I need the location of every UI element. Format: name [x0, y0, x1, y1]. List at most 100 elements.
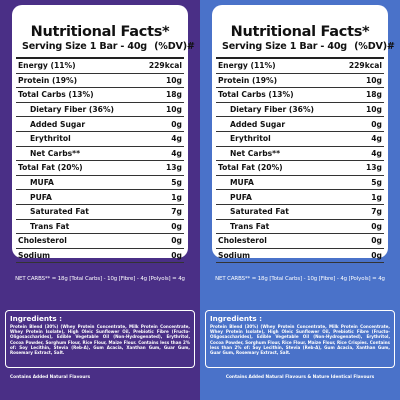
net-carbs-formula: NET CARBS** = 18g [Total Carbs] - 10g [F…	[15, 276, 185, 282]
nutrient-label: PUFA	[30, 192, 52, 202]
nutrient-label: Trans Fat	[30, 221, 70, 231]
nutrient-value: 0g	[171, 221, 182, 231]
nutrition-row: Energy (11%) 229kcal	[216, 59, 384, 74]
ingredients-box: Ingredients : Protein Blend (30%) (Whey …	[5, 310, 195, 368]
nutrient-value: 7g	[171, 207, 182, 217]
right-panel: Nutritional Facts* Serving Size 1 Bar - …	[200, 0, 400, 400]
nutrition-row: MUFA 5g	[216, 176, 384, 191]
nutrient-label: Erythritol	[30, 134, 71, 144]
left-panel: Nutritional Facts* Serving Size 1 Bar - …	[0, 0, 200, 400]
nutrient-label: Dietary Fiber (36%)	[30, 105, 115, 115]
nutrient-label: Sodium	[218, 251, 251, 261]
facts-title: Nutritional Facts*	[30, 24, 170, 40]
nutrient-value: 4g	[371, 134, 382, 144]
nutrient-label: Erythritol	[230, 134, 271, 144]
ingredients-title: Ingredients :	[210, 314, 263, 323]
nutrient-value: 7g	[371, 207, 382, 217]
nutrition-row: PUFA 1g	[216, 190, 384, 205]
ingredients-text: Protein Blend (30%) (Whey Protein Concen…	[210, 324, 390, 356]
nutrient-value: 1g	[171, 192, 182, 202]
serving-size-text: Serving Size 1 Bar - 40g	[22, 41, 147, 52]
contains-note: Contains Added Natural Flavours & Nature…	[225, 375, 375, 380]
nutrition-row: Total Carbs (13%) 18g	[216, 88, 384, 103]
nutrient-value: 0g	[371, 119, 382, 129]
nutrition-row: Cholesterol 0g	[216, 234, 384, 249]
nutrient-label: Cholesterol	[18, 236, 67, 246]
nutrition-row: Sodium 0g	[16, 249, 184, 264]
nutrient-value: 0g	[371, 251, 382, 261]
dv-header: (%DV)#	[354, 41, 395, 52]
nutrient-value: 10g	[365, 75, 382, 85]
nutrition-row: Trans Fat 0g	[216, 220, 384, 235]
nutrient-label: Sodium	[18, 251, 51, 261]
nutrient-label: Net Carbs**	[30, 148, 81, 158]
nutrition-facts-card: Nutritional Facts* Serving Size 1 Bar - …	[212, 5, 395, 264]
nutrient-value: 5g	[171, 178, 182, 188]
nutrient-value: 229kcal	[348, 61, 382, 71]
nutrition-row: PUFA 1g	[16, 190, 184, 205]
nutrition-row: Energy (11%) 229kcal	[16, 59, 184, 74]
nutrition-row: Total Fat (20%) 13g	[16, 161, 184, 176]
nutrient-label: Energy (11%)	[218, 61, 276, 71]
nutrient-label: MUFA	[230, 178, 254, 188]
nutrient-label: Trans Fat	[230, 221, 270, 231]
nutrition-row: Net Carbs** 4g	[216, 147, 384, 162]
nutrient-value: 10g	[165, 105, 182, 115]
ingredients-box: Ingredients : Protein Blend (30%) (Whey …	[205, 310, 395, 368]
nutrient-label: Total Carbs (13%)	[18, 90, 94, 100]
nutrient-label: Cholesterol	[218, 236, 267, 246]
nutrient-label: Total Fat (20%)	[18, 163, 83, 173]
nutrition-row: Erythritol 4g	[16, 132, 184, 147]
nutrition-row: Erythritol 4g	[216, 132, 384, 147]
nutrient-label: PUFA	[230, 192, 252, 202]
nutrient-value: 4g	[371, 148, 382, 158]
nutrition-row: Trans Fat 0g	[16, 220, 184, 235]
dv-header: (%DV)#	[154, 41, 195, 52]
nutrient-label: Saturated Fat	[230, 207, 289, 217]
nutrient-value: 1g	[371, 192, 382, 202]
nutrient-value: 18g	[165, 90, 182, 100]
nutrition-row: Net Carbs** 4g	[16, 147, 184, 162]
nutrition-table: Energy (11%) 229kcal Protein (19%) 10g Total…	[16, 57, 184, 264]
ingredients-title: Ingredients :	[10, 314, 63, 323]
net-carbs-formula: NET CARBS** = 18g [Total Carbs] - 10g [F…	[215, 276, 385, 282]
nutrition-row: Cholesterol 0g	[16, 234, 184, 249]
nutrition-row: MUFA 5g	[16, 176, 184, 191]
nutrient-label: Energy (11%)	[18, 61, 76, 71]
nutrient-value: 0g	[171, 251, 182, 261]
nutrient-value: 13g	[365, 163, 382, 173]
contains-note: Contains Added Natural Flavours	[10, 375, 91, 380]
nutrient-value: 18g	[365, 90, 382, 100]
nutrient-label: Total Fat (20%)	[218, 163, 283, 173]
nutrient-value: 0g	[371, 221, 382, 231]
nutrition-row: Dietary Fiber (36%) 10g	[216, 103, 384, 118]
nutrient-value: 10g	[165, 75, 182, 85]
nutrient-value: 0g	[371, 236, 382, 246]
nutrition-row: Saturated Fat 7g	[16, 205, 184, 220]
nutrition-row: Total Carbs (13%) 18g	[16, 88, 184, 103]
serving-size: Serving Size 1 Bar - 40g (%DV)#	[216, 40, 395, 53]
nutrient-label: Net Carbs**	[230, 148, 281, 158]
nutrition-row: Total Fat (20%) 13g	[216, 161, 384, 176]
nutrition-row: Protein (19%) 10g	[216, 74, 384, 89]
nutrient-label: MUFA	[30, 178, 54, 188]
nutrient-value: 229kcal	[148, 61, 182, 71]
serving-size-text: Serving Size 1 Bar - 40g	[222, 41, 347, 52]
facts-title: Nutritional Facts*	[230, 24, 370, 40]
nutrition-facts-card: Nutritional Facts* Serving Size 1 Bar - …	[12, 5, 195, 264]
nutrition-row: Saturated Fat 7g	[216, 205, 384, 220]
nutrient-label: Added Sugar	[230, 119, 286, 129]
nutrition-row: Added Sugar 0g	[216, 117, 384, 132]
nutrition-row: Sodium 0g	[216, 249, 384, 264]
nutrient-value: 0g	[171, 119, 182, 129]
nutrient-label: Total Carbs (13%)	[218, 90, 294, 100]
serving-size: Serving Size 1 Bar - 40g (%DV)#	[16, 40, 195, 53]
nutrient-label: Saturated Fat	[30, 207, 89, 217]
nutrient-value: 0g	[171, 236, 182, 246]
nutrient-label: Dietary Fiber (36%)	[230, 105, 315, 115]
nutrient-label: Protein (19%)	[218, 75, 278, 85]
nutrient-value: 5g	[371, 178, 382, 188]
nutrient-value: 4g	[171, 148, 182, 158]
nutrient-value: 13g	[165, 163, 182, 173]
